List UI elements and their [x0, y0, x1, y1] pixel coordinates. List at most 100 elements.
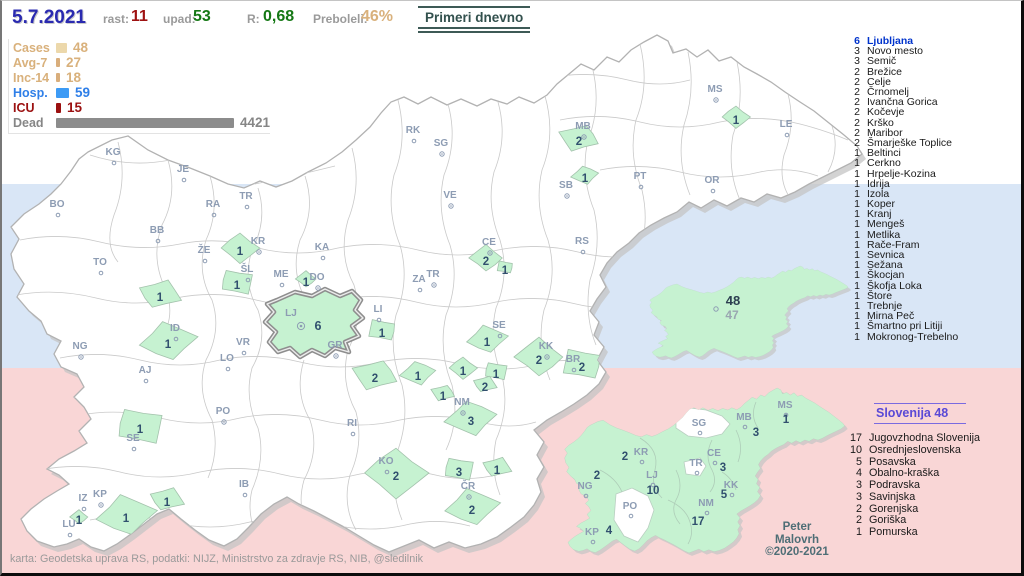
inset-region-label-KP: KP — [585, 527, 599, 538]
municipality-sezana[interactable] — [118, 409, 163, 444]
city-label-MS: MS — [708, 84, 723, 95]
case-count-menges: 1 — [303, 277, 310, 289]
city-label-KO: KO — [379, 456, 394, 467]
inset-region-label-SG: SG — [692, 418, 707, 429]
stat-value: 27 — [66, 55, 82, 70]
case-count-semic: 3 — [456, 467, 462, 479]
municipality-trebnje[interactable] — [398, 361, 437, 386]
municipality-list-item: 2 Celje — [854, 75, 891, 88]
municipality-menges[interactable] — [294, 270, 317, 288]
city-marker — [581, 134, 587, 140]
municipality-mokronog-trebelno[interactable] — [448, 356, 479, 380]
region-list-item: 5 Posavska — [855, 455, 916, 468]
stat-bar — [56, 73, 60, 82]
city-marker — [55, 212, 61, 218]
municipality-izola[interactable] — [69, 509, 89, 525]
stats-panel: Cases 48 Avg-7 27 Inc-14 18 Hosp. 59 ICU 15 Dead 44… — [8, 39, 271, 134]
municipality-celje[interactable] — [468, 243, 503, 272]
municipality-list-item: 2 Šmarješke Toplice — [854, 136, 953, 149]
municipality-list-item: 1 Mirna Peč — [854, 310, 915, 323]
city-marker — [431, 282, 437, 288]
city-marker — [67, 532, 73, 538]
municipality-mirna-pec[interactable] — [430, 385, 456, 402]
city-marker — [245, 277, 251, 283]
municipality-list-item: 1 Škofja Loka — [854, 279, 922, 292]
city-marker — [544, 354, 550, 360]
municipality-koper[interactable] — [95, 494, 159, 535]
municipality-smartno-pri-litiji[interactable] — [368, 319, 395, 341]
case-count-metlika: 1 — [494, 465, 501, 477]
city-label-RA: RA — [206, 199, 220, 210]
slovenia-total-box: Slovenija 48 — [874, 403, 966, 424]
city-label-BO: BO — [50, 199, 65, 210]
city-marker — [497, 333, 503, 339]
case-count-hrpelje-kozina: 1 — [164, 497, 171, 509]
city-marker — [241, 350, 247, 356]
city-marker — [713, 97, 719, 103]
inset-region-label-LJ: LJ — [646, 470, 658, 481]
city-marker — [411, 138, 417, 144]
municipality-list-item: 1 Cerkno — [854, 157, 901, 170]
city-marker — [181, 177, 187, 183]
inset-region-label-KR: KR — [634, 447, 649, 458]
case-count-store: 1 — [502, 265, 509, 277]
city-label-VE: VE — [443, 190, 457, 201]
municipality-cerkno[interactable] — [138, 279, 183, 308]
stat-bar — [56, 42, 67, 53]
city-label-TR: TR — [426, 269, 440, 280]
inset-region-label-PO: PO — [623, 501, 638, 512]
city-marker — [333, 353, 339, 359]
inset-region-count-KP: 4 — [606, 525, 613, 537]
case-count-cerkno: 1 — [157, 292, 164, 304]
country-total-cases: 48 — [726, 293, 740, 308]
region-list-item: 10 Osrednjeslovenska — [849, 443, 961, 456]
municipality-list-item: 1 Izola — [854, 187, 890, 200]
municipality-krsko[interactable] — [513, 336, 564, 377]
municipality-list-item: 2 Črnomelj — [854, 86, 910, 99]
city-label-ŽE: ŽE — [198, 243, 211, 256]
inset-region-label-CE: CE — [707, 448, 721, 459]
city-marker — [439, 151, 445, 157]
municipality-maribor[interactable] — [558, 125, 599, 152]
municipality-list-item: 1 Šmartno pri Litiji — [854, 320, 943, 333]
primeri-dnevno-button[interactable]: Primeri dnevno — [418, 6, 531, 33]
municipality-case-list: 6 Ljubljana 3 Novo mesto 3 Semič 2 Brežice 2 Celj… — [846, 36, 1018, 342]
city-marker — [384, 469, 390, 475]
city-marker — [487, 250, 493, 256]
municipality-skofja-loka[interactable] — [221, 270, 253, 295]
municipality-metlika[interactable] — [482, 456, 513, 477]
city-label-IB: IB — [239, 479, 249, 490]
inset-region-count-NG: 2 — [594, 470, 600, 482]
city-marker — [143, 378, 149, 384]
stat-label: ICU — [13, 100, 35, 115]
municipality-kocevje[interactable] — [363, 447, 430, 500]
rast-label: rast: — [103, 12, 130, 26]
city-label-TR: TR — [239, 191, 253, 202]
inset-region-label-TR: TR — [689, 458, 703, 469]
stat-value: 15 — [67, 100, 83, 115]
inset-region-count-KK: 5 — [721, 489, 728, 501]
municipality-hrpelje-kozina[interactable] — [149, 487, 186, 511]
r-value: 0,68 — [263, 8, 295, 25]
municipality-skocjan[interactable] — [485, 362, 508, 381]
city-marker — [460, 410, 466, 416]
stat-row-icu: ICU 15 — [13, 100, 270, 115]
municipality-ivancna-gorica[interactable] — [351, 360, 398, 391]
case-count-crnomelj: 2 — [469, 505, 475, 517]
municipality-smarjeske-toplice[interactable] — [472, 375, 498, 392]
municipality-store[interactable] — [496, 260, 513, 274]
municipality-beltinci[interactable] — [721, 105, 752, 129]
municipality-kranj[interactable] — [220, 232, 261, 265]
region-list-item: 3 Podravska — [855, 479, 921, 492]
municipality-race-fram[interactable] — [569, 165, 600, 185]
region-list-item: 17 Jugovzhodna Slovenija — [849, 431, 981, 444]
municipality-crnomelj[interactable] — [444, 488, 502, 526]
municipality-sevnica[interactable] — [465, 324, 510, 353]
city-label-NG: NG — [73, 341, 88, 352]
municipality-idrija[interactable] — [138, 321, 199, 360]
stat-bar — [56, 58, 60, 67]
municipality-semic[interactable] — [444, 457, 474, 481]
municipality-novo-mesto[interactable] — [443, 400, 498, 437]
